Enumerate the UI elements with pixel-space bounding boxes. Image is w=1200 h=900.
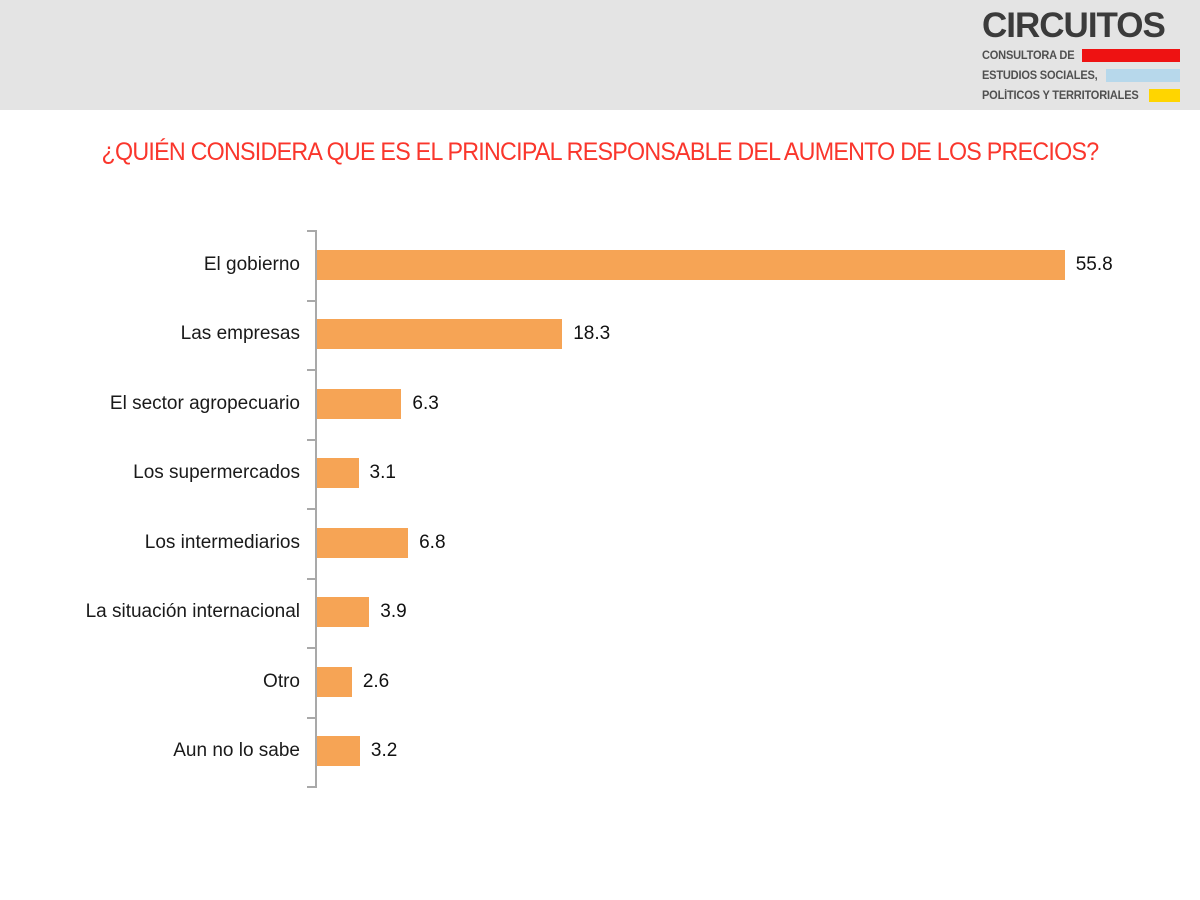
- y-axis-line: [315, 230, 317, 788]
- logo-tagline-row-2: ESTUDIOS SOCIALES,: [982, 66, 1180, 85]
- category-label: El sector agropecuario: [109, 392, 300, 414]
- axis-tick: [307, 438, 315, 441]
- logo-accent-red-bar: [1082, 49, 1180, 62]
- axis-tick: [307, 716, 315, 719]
- category-label: El gobierno: [203, 253, 300, 275]
- title-container: ¿QUIÉN CONSIDERA QUE ES EL PRINCIPAL RES…: [0, 138, 1200, 167]
- bar: [317, 597, 370, 628]
- value-label: 3.2: [370, 740, 398, 762]
- header-band: CIRCUITOS CONSULTORA DE ESTUDIOS SOCIALE…: [0, 0, 1200, 110]
- value-label: 2.6: [362, 670, 390, 692]
- value-label: 55.8: [1075, 253, 1113, 275]
- circuitos-logo: CIRCUITOS CONSULTORA DE ESTUDIOS SOCIALE…: [982, 7, 1180, 105]
- bar-row: El gobierno 55.8: [0, 230, 1200, 300]
- logo-tagline-text-2: ESTUDIOS SOCIALES,: [982, 69, 1098, 82]
- category-label: La situación internacional: [85, 601, 300, 623]
- bar: [317, 458, 359, 489]
- logo-accent-blue-bar: [1106, 69, 1180, 82]
- value-label: 3.1: [369, 462, 396, 484]
- bar-row: La situación internacional 3.9: [0, 578, 1200, 648]
- bar-chart: El gobierno 55.8 Las empresas 18.3 El sector…: [0, 230, 1200, 788]
- category-label: Las empresas: [180, 323, 300, 345]
- category-label: Los supermercados: [133, 462, 300, 484]
- bar-row: Las empresas 18.3: [0, 300, 1200, 370]
- value-label: 6.3: [412, 392, 439, 414]
- axis-tick: [307, 299, 315, 302]
- bar-row: El sector agropecuario 6.3: [0, 369, 1200, 439]
- axis-tick: [307, 786, 315, 788]
- logo-tagline-text-3: POLÍTICOS Y TERRITORIALES: [982, 89, 1139, 102]
- logo-wordmark: CIRCUITOS: [982, 6, 1166, 45]
- category-label: Aun no lo sabe: [173, 740, 300, 762]
- axis-tick: [307, 230, 315, 232]
- value-label: 3.9: [380, 601, 407, 623]
- logo-tagline-row-3: POLÍTICOS Y TERRITORIALES: [982, 86, 1180, 105]
- category-label: Los intermediarios: [144, 531, 300, 553]
- axis-tick: [307, 508, 315, 510]
- bar: [317, 388, 402, 419]
- axis-tick: [307, 577, 315, 580]
- value-label: 6.8: [419, 531, 446, 553]
- bar-row: Los intermediarios 6.8: [0, 508, 1200, 578]
- bar: [317, 666, 352, 697]
- category-label: Otro: [263, 670, 300, 692]
- axis-tick: [307, 647, 315, 649]
- bar: [317, 249, 1065, 280]
- logo-accent-yellow-bar: [1149, 89, 1180, 102]
- bar: [317, 527, 409, 558]
- logo-tagline-text-1: CONSULTORA DE: [982, 49, 1075, 62]
- bar: [317, 319, 563, 350]
- value-label: 18.3: [573, 323, 611, 345]
- bar-row: Aun no lo sabe 3.2: [0, 717, 1200, 787]
- axis-tick: [307, 369, 315, 371]
- bar-row: Otro 2.6: [0, 647, 1200, 717]
- chart-title: ¿QUIÉN CONSIDERA QUE ES EL PRINCIPAL RES…: [101, 138, 1100, 166]
- logo-tagline-row-1: CONSULTORA DE: [982, 46, 1180, 65]
- bar-row: Los supermercados 3.1: [0, 439, 1200, 509]
- bar: [317, 736, 360, 767]
